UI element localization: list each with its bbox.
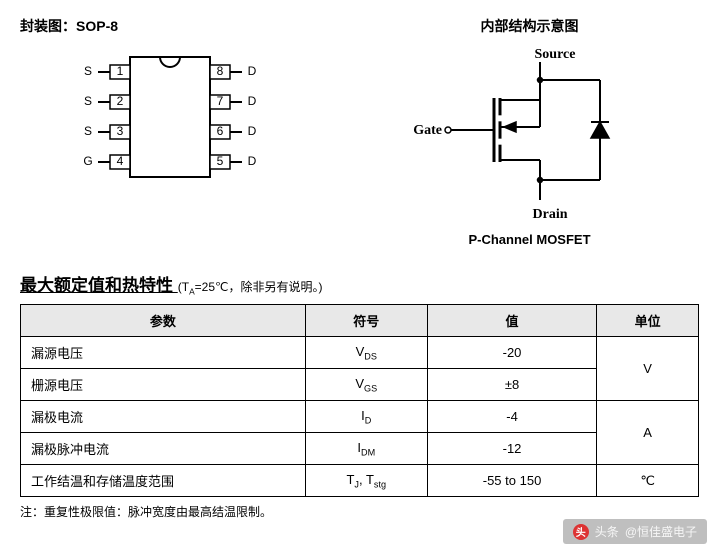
- package-title: 封装图：SOP-8: [20, 16, 320, 36]
- svg-text:4: 4: [117, 154, 124, 168]
- svg-text:6: 6: [217, 124, 224, 138]
- ratings-table: 参数符号值单位漏源电压VDS-20V栅源电压VGS±8漏极电流ID-4A漏极脉冲…: [20, 304, 699, 497]
- svg-text:G: G: [83, 154, 92, 168]
- svg-text:D: D: [248, 154, 257, 168]
- diagrams-row: 封装图：SOP-8 1 S 8 D 2 S 7 D 3 S 6 D 4 G 5 D 内部结构示意图 Sourc…: [20, 16, 699, 247]
- svg-text:3: 3: [117, 124, 124, 138]
- table-row: 工作结温和存储温度范围TJ, Tstg-55 to 150℃: [21, 465, 699, 497]
- svg-text:D: D: [248, 64, 257, 78]
- watermark: 头 头条 @恒佳盛电子: [563, 519, 707, 544]
- internal-diagram: 内部结构示意图 Source Drain Gate P-Channel MOSFET: [360, 16, 699, 247]
- table-header: 参数: [21, 305, 306, 337]
- svg-text:7: 7: [217, 94, 224, 108]
- svg-text:1: 1: [117, 64, 124, 78]
- watermark-logo: 头: [573, 524, 589, 540]
- ratings-footnote: 注：重复性极限值：脉冲宽度由最高结温限制。: [20, 503, 699, 520]
- svg-text:Source: Source: [534, 47, 575, 62]
- watermark-prefix: 头条: [595, 523, 619, 540]
- svg-text:2: 2: [117, 94, 124, 108]
- mosfet-svg: Source Drain Gate: [400, 40, 660, 230]
- svg-text:S: S: [84, 124, 92, 138]
- svg-text:S: S: [84, 94, 92, 108]
- table-row: 漏极电流ID-4A: [21, 401, 699, 433]
- sop8-svg: 1 S 8 D 2 S 7 D 3 S 6 D 4 G 5 D: [50, 42, 290, 192]
- svg-text:D: D: [248, 94, 257, 108]
- svg-text:Gate: Gate: [413, 123, 442, 138]
- watermark-author: @恒佳盛电子: [625, 523, 697, 540]
- svg-text:5: 5: [217, 154, 224, 168]
- table-header: 单位: [597, 305, 699, 337]
- svg-text:8: 8: [217, 64, 224, 78]
- ratings-heading-text: 最大额定值和热特性: [20, 276, 173, 295]
- svg-text:S: S: [84, 64, 92, 78]
- package-diagram: 封装图：SOP-8 1 S 8 D 2 S 7 D 3 S 6 D 4 G 5 D: [20, 16, 320, 247]
- svg-text:Drain: Drain: [532, 207, 567, 222]
- table-header: 值: [427, 305, 597, 337]
- internal-title: 内部结构示意图: [360, 16, 699, 36]
- mosfet-caption: P-Channel MOSFET: [360, 232, 699, 247]
- table-header: 符号: [305, 305, 427, 337]
- svg-text:D: D: [248, 124, 257, 138]
- ratings-heading: 最大额定值和热特性 (TA=25℃，除非另有说明。): [20, 271, 699, 296]
- table-row: 漏源电压VDS-20V: [21, 337, 699, 369]
